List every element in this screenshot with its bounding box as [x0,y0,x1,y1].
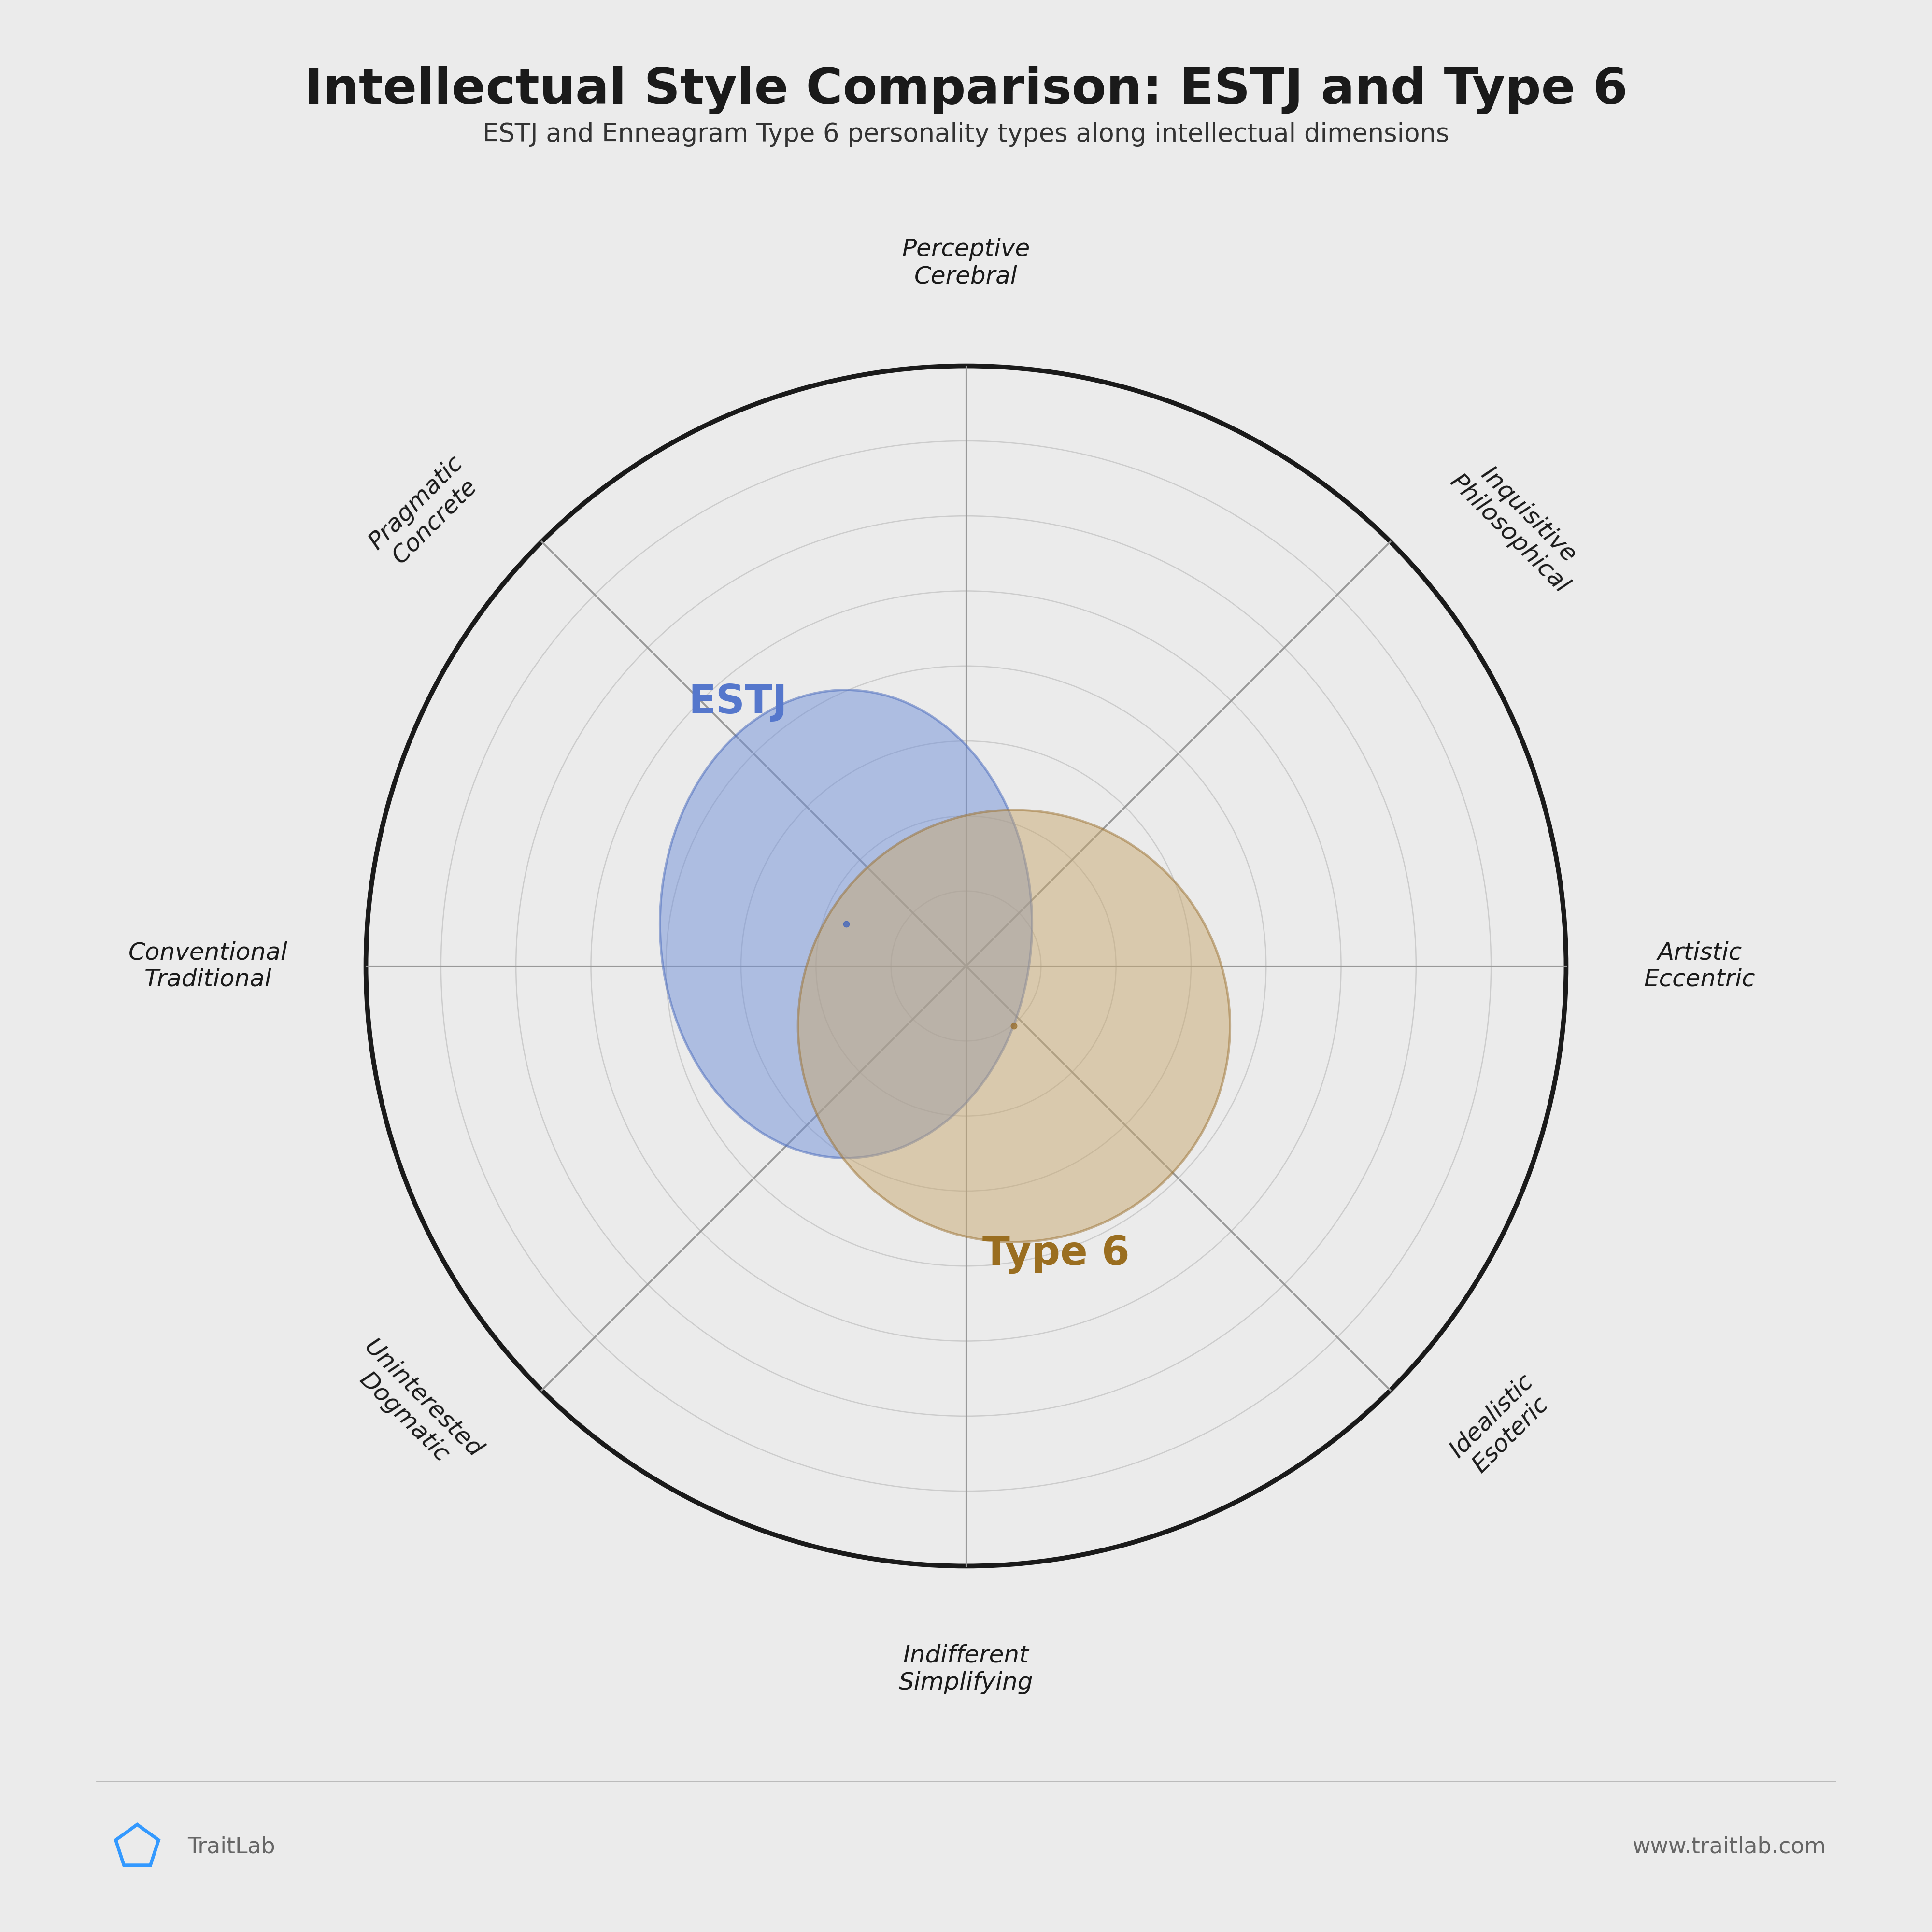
Text: Artistic
Eccentric: Artistic Eccentric [1644,941,1756,991]
Text: Uninterested
Dogmatic: Uninterested Dogmatic [340,1335,487,1480]
Text: Idealistic
Esoteric: Idealistic Esoteric [1445,1370,1557,1480]
Text: Intellectual Style Comparison: ESTJ and Type 6: Intellectual Style Comparison: ESTJ and … [305,66,1627,114]
Text: Conventional
Traditional: Conventional Traditional [129,941,288,991]
Text: TraitLab: TraitLab [187,1835,274,1859]
Text: Indifferent
Simplifying: Indifferent Simplifying [898,1644,1034,1694]
Text: Type 6: Type 6 [981,1235,1130,1273]
Text: Pragmatic
Concrete: Pragmatic Concrete [365,452,487,574]
Ellipse shape [798,810,1231,1242]
Ellipse shape [661,690,1032,1157]
Text: ESTJ and Enneagram Type 6 personality types along intellectual dimensions: ESTJ and Enneagram Type 6 personality ty… [483,122,1449,147]
Text: Inquisitive
Philosophical: Inquisitive Philosophical [1445,452,1592,597]
Text: ESTJ: ESTJ [688,682,788,721]
Text: www.traitlab.com: www.traitlab.com [1633,1835,1826,1859]
Text: Perceptive
Cerebral: Perceptive Cerebral [902,238,1030,288]
